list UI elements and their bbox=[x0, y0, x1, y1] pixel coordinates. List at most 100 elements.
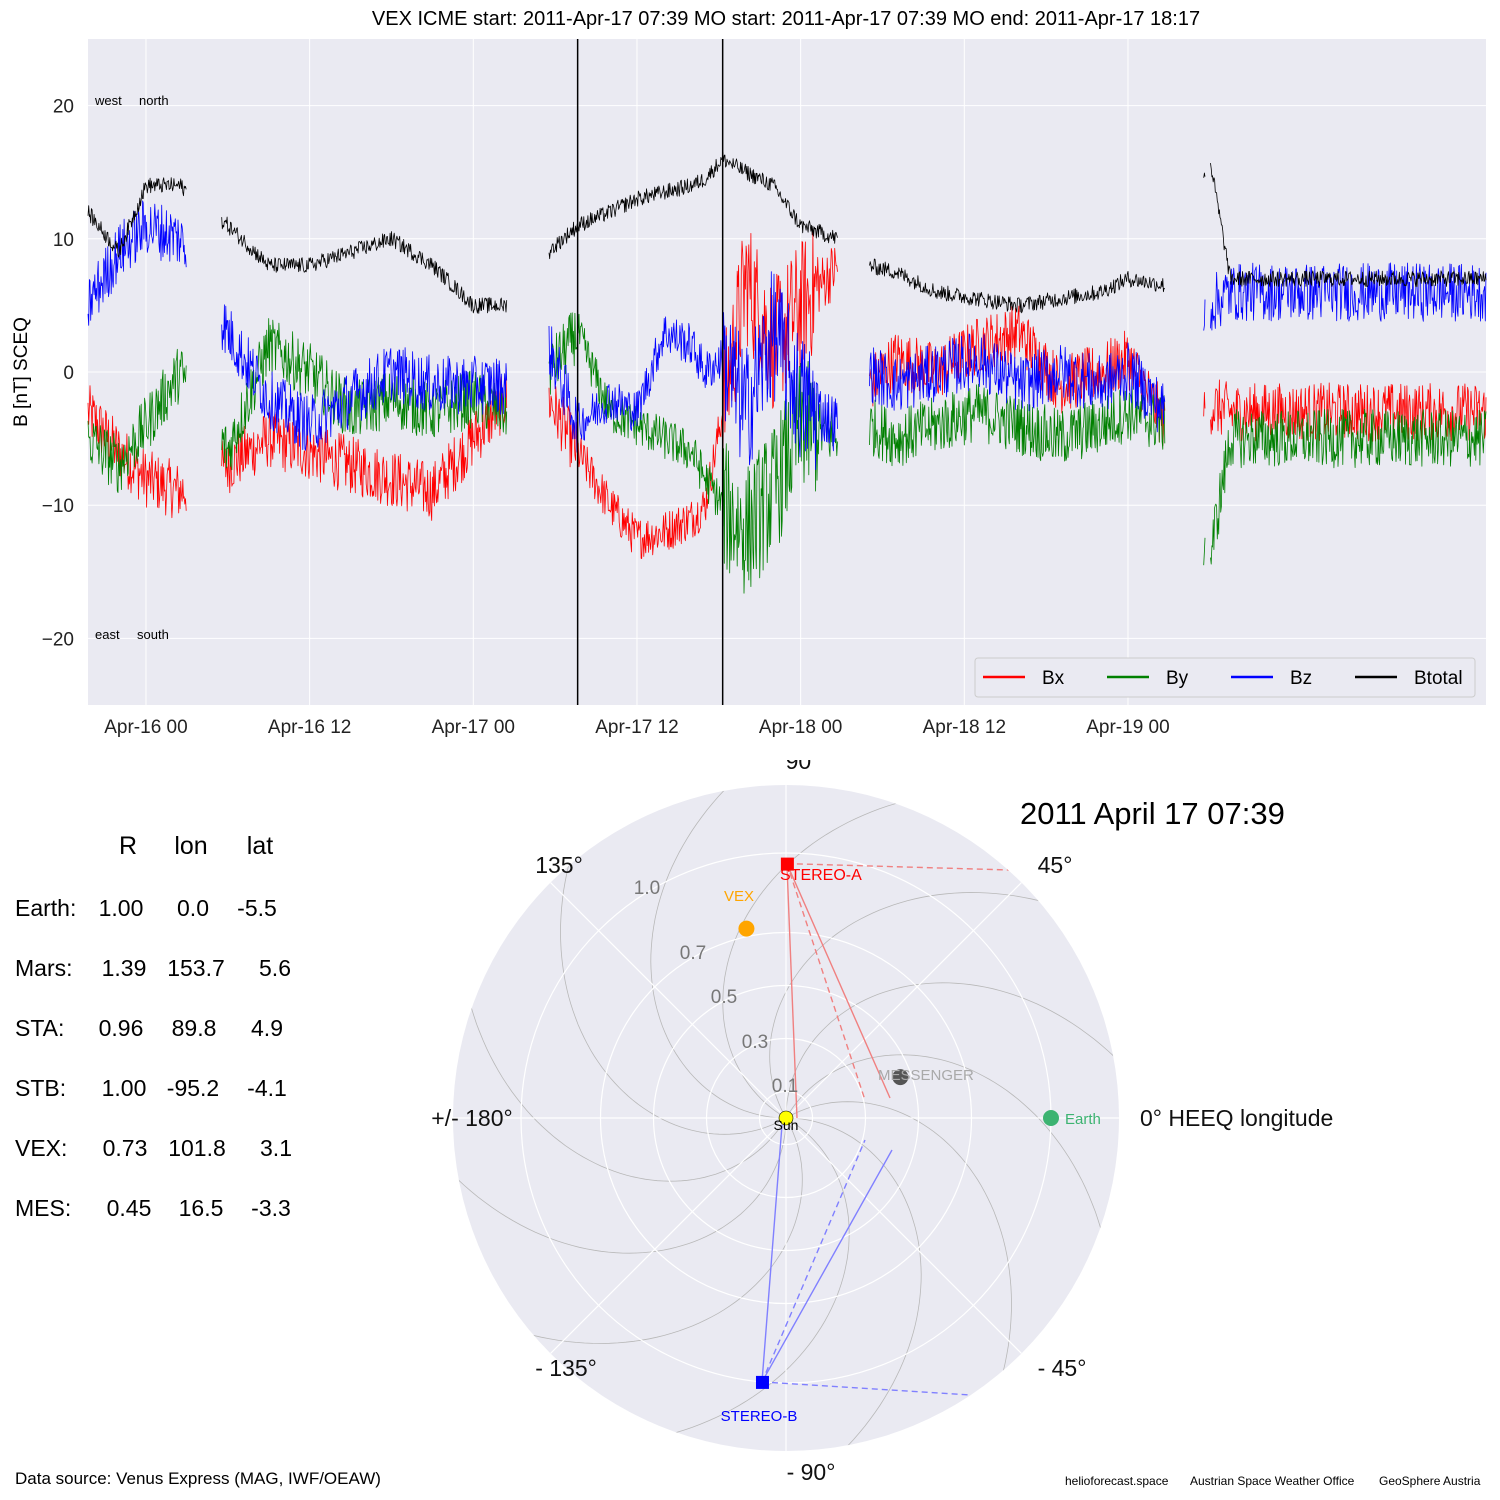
messenger-label: MESSENGER bbox=[878, 1067, 974, 1084]
table-earth-r: 1.00 bbox=[98, 895, 144, 921]
annotation-south: south bbox=[137, 627, 169, 642]
stereo-a-fov-line bbox=[786, 863, 866, 1101]
radial-tick-label: 0.3 bbox=[742, 1032, 768, 1053]
polar-position-plot: 0.1 0.3 0.5 0.7 1.0 0° HEEQ longitude 45° 90° 13… bbox=[431, 760, 1333, 1485]
parker-spiral bbox=[453, 1117, 787, 1254]
angle-label-6: - 90° bbox=[787, 1459, 836, 1485]
angle-label-0: 0° HEEQ longitude bbox=[1140, 1105, 1333, 1131]
parker-spiral bbox=[638, 1117, 850, 1442]
table-stb-r: 1.00 bbox=[101, 1075, 147, 1101]
table-header-r: R bbox=[118, 832, 138, 860]
table-label-mes: MES: bbox=[15, 1195, 72, 1221]
table-label-earth: Earth: bbox=[15, 895, 77, 921]
y-tick-label: 0 bbox=[63, 363, 74, 384]
y-tick-label: 20 bbox=[53, 97, 74, 118]
stereo-a-fov-line bbox=[786, 862, 1011, 871]
stereo-b-label: STEREO-B bbox=[721, 1408, 798, 1425]
parker-spiral bbox=[722, 794, 934, 1119]
stereo-b-fov-line bbox=[761, 1381, 971, 1396]
stereo-a-label: STEREO-A bbox=[780, 867, 862, 884]
messenger-marker bbox=[892, 1069, 909, 1086]
table-label-sta: STA: bbox=[15, 1015, 65, 1041]
table-stb-lat: -4.1 bbox=[247, 1075, 287, 1101]
parker-spiral bbox=[785, 1054, 1110, 1266]
series-line-btotal bbox=[87, 152, 1487, 314]
stereo-b-fov-line bbox=[761, 1124, 783, 1382]
table-sta-lat: 4.9 bbox=[251, 1015, 283, 1041]
angle-label-5: - 135° bbox=[535, 1355, 597, 1381]
table-vex-lat: 3.1 bbox=[260, 1135, 292, 1161]
parker-spiral bbox=[560, 828, 787, 1135]
parker-spiral bbox=[785, 982, 1119, 1119]
y-tick-label: −10 bbox=[42, 496, 74, 517]
table-vex-lon: 101.8 bbox=[168, 1135, 226, 1161]
parker-spiral bbox=[650, 785, 787, 1119]
x-tick-label: Apr-16 00 bbox=[104, 717, 187, 738]
stereo-a-fov-line bbox=[786, 863, 891, 1099]
annotation-west: west bbox=[94, 93, 122, 108]
angular-gridline bbox=[785, 882, 1022, 1119]
table-label-stb: STB: bbox=[15, 1075, 67, 1101]
earth-label: Earth bbox=[1065, 1111, 1101, 1128]
data-source-note: Data source: Venus Express (MAG, IWF/OEA… bbox=[15, 1469, 381, 1488]
annotation-north: north bbox=[139, 93, 169, 108]
angle-label-3: 135° bbox=[535, 852, 583, 878]
angle-label-7: - 45° bbox=[1038, 1355, 1087, 1381]
x-tick-label: Apr-17 12 bbox=[595, 717, 678, 738]
x-tick-label: Apr-17 00 bbox=[432, 717, 515, 738]
parker-spiral bbox=[462, 970, 787, 1182]
angle-label-1: 45° bbox=[1038, 852, 1073, 878]
x-tick-label: Apr-18 00 bbox=[759, 717, 842, 738]
polar-plot-title: 2011 April 17 07:39 bbox=[1020, 796, 1285, 831]
radial-tick-label: 0.1 bbox=[772, 1076, 798, 1097]
x-tick-label: Apr-16 12 bbox=[268, 717, 351, 738]
angle-label-4: +/- 180° bbox=[431, 1105, 512, 1131]
legend-label-bz: Bz bbox=[1290, 668, 1312, 689]
angular-gridline bbox=[550, 882, 787, 1119]
table-header-lon: lon bbox=[174, 832, 208, 860]
table-vex-r: 0.73 bbox=[102, 1135, 148, 1161]
legend-label-btotal: Btotal bbox=[1414, 668, 1463, 689]
radial-tick-label: 0.5 bbox=[711, 987, 737, 1008]
radial-tick-label: 1.0 bbox=[634, 878, 660, 899]
table-earth-lat: -5.5 bbox=[237, 895, 277, 921]
table-label-mars: Mars: bbox=[15, 955, 73, 981]
legend-label-bx: Bx bbox=[1042, 668, 1065, 689]
stereo-b-marker bbox=[755, 1375, 769, 1389]
angular-gridline bbox=[785, 1117, 1022, 1354]
credit-geosphere: GeoSphere Austria bbox=[1379, 1474, 1481, 1488]
x-tick-label: Apr-19 00 bbox=[1086, 717, 1169, 738]
sun-marker bbox=[778, 1110, 794, 1126]
parker-spiral bbox=[769, 892, 1076, 1119]
stereo-a-fov-line bbox=[786, 863, 798, 1119]
table-mars-lon: 153.7 bbox=[167, 955, 225, 981]
angular-gridline bbox=[550, 1117, 787, 1354]
credit-aswo: Austrian Space Weather Office bbox=[1190, 1474, 1355, 1488]
table-mes-lon: 16.5 bbox=[178, 1195, 224, 1221]
series-line-bx bbox=[87, 228, 1487, 559]
table-stb-lon: -95.2 bbox=[166, 1075, 220, 1101]
series-line-by bbox=[87, 312, 1487, 594]
table-mars-r: 1.39 bbox=[101, 955, 147, 981]
table-label-vex: VEX: bbox=[15, 1135, 68, 1161]
angle-label-2: 90° bbox=[786, 760, 821, 774]
stereo-b-fov-line bbox=[761, 1149, 893, 1383]
parker-spiral bbox=[496, 1117, 803, 1344]
table-sta-lon: 89.8 bbox=[171, 1015, 217, 1041]
sun-label: Sun bbox=[774, 1117, 799, 1133]
figure-title: VEX ICME start: 2011-Apr-17 07:39 MO sta… bbox=[371, 8, 1201, 30]
parker-spiral bbox=[785, 1101, 1012, 1408]
credit-helioforecast: helioforecast.space bbox=[1065, 1474, 1169, 1488]
x-tick-label: Apr-18 12 bbox=[923, 717, 1006, 738]
series-line-bz bbox=[87, 200, 1487, 470]
polar-inner bbox=[453, 785, 1119, 1451]
stereo-a-marker bbox=[780, 857, 794, 871]
table-earth-lon: 0.0 bbox=[177, 895, 209, 921]
y-tick-label: −20 bbox=[42, 629, 74, 650]
earth-marker bbox=[1043, 1110, 1059, 1126]
y-tick-label: 10 bbox=[53, 230, 74, 251]
vex-marker bbox=[738, 920, 755, 937]
table-mes-lat: -3.3 bbox=[251, 1195, 291, 1221]
radial-tick-label: 0.7 bbox=[680, 943, 706, 964]
